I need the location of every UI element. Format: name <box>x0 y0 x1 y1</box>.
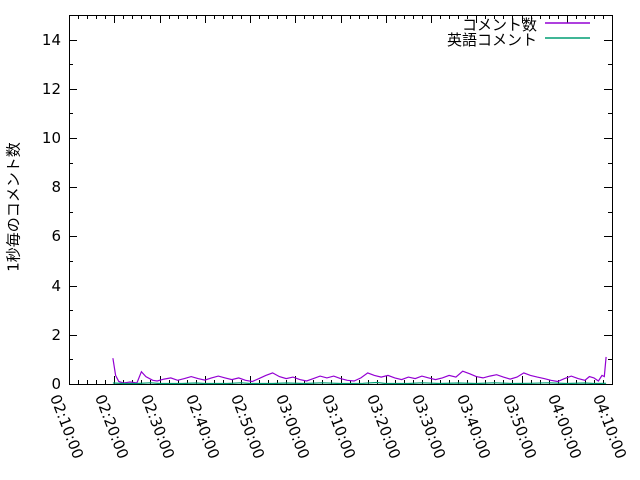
legend-label-comment-count: コメント数 <box>461 16 537 34</box>
plot-border <box>69 15 613 385</box>
series-line-1 <box>112 381 607 385</box>
legend-label-english-comment: 英語コメント <box>446 31 537 49</box>
y-tick-label: 0 <box>51 375 61 393</box>
y-tick-label: 12 <box>41 79 61 98</box>
y-tick-label: 14 <box>41 30 61 49</box>
y-tick-label: 6 <box>51 227 61 246</box>
y-axis-title: 1秒毎のコメント数 <box>4 142 23 272</box>
y-tick-label: 4 <box>51 276 61 295</box>
series-line-0 <box>112 356 607 384</box>
y-tick-label: 2 <box>51 325 61 344</box>
y-tick-label: 8 <box>51 178 61 197</box>
y-tick-label: 10 <box>41 129 61 147</box>
